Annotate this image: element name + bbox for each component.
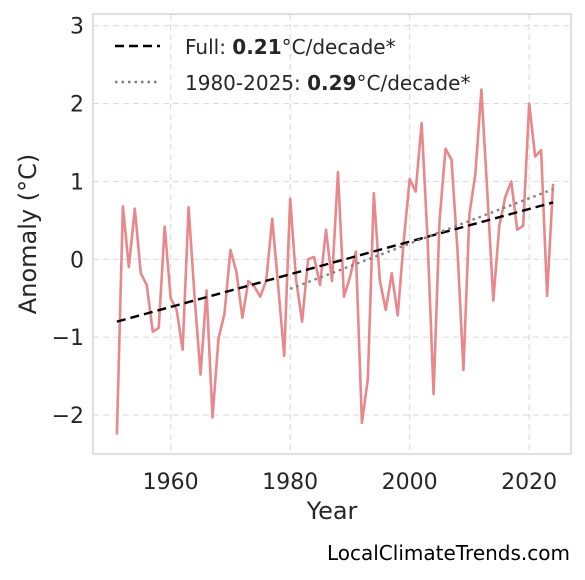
y-tick-label-1: −1 bbox=[52, 326, 84, 351]
credit-text: LocalClimateTrends.com bbox=[327, 541, 570, 565]
y-tick-label-3: 1 bbox=[70, 170, 84, 195]
y-axis-label: Anomaly (°C) bbox=[14, 154, 42, 314]
series-layer bbox=[115, 88, 555, 435]
y-tick-label-4: 2 bbox=[70, 93, 84, 118]
tick-labels: 1960 1980 2000 2020 −2 −1 0 1 2 3 bbox=[52, 15, 558, 495]
legend-recent-label: 1980-2025: bbox=[185, 71, 301, 95]
legend-full-unit: °C/decade* bbox=[282, 35, 396, 59]
legend-entry-full: Full: 0.21°C/decade* bbox=[185, 35, 396, 59]
legend: Full: 0.21°C/decade* 1980-2025: 0.29°C/d… bbox=[115, 35, 470, 95]
legend-recent-unit: °C/decade* bbox=[356, 71, 470, 95]
legend-entry-recent: 1980-2025: 0.29°C/decade* bbox=[185, 71, 470, 95]
x-tick-label-2020: 2020 bbox=[501, 470, 557, 495]
y-tick-label-0: −2 bbox=[52, 404, 84, 429]
plot-frame bbox=[92, 13, 572, 455]
legend-recent-value: 0.29 bbox=[307, 71, 356, 95]
recent-trend-line bbox=[289, 188, 554, 291]
legend-full-value: 0.21 bbox=[232, 35, 281, 59]
anomaly-series-line bbox=[115, 88, 555, 435]
full-trend-line bbox=[116, 201, 554, 323]
y-tick-label-2: 0 bbox=[70, 248, 84, 273]
x-tick-label-2000: 2000 bbox=[382, 470, 438, 495]
y-tick-label-5: 3 bbox=[70, 15, 84, 40]
grid bbox=[93, 14, 571, 454]
x-axis-label: Year bbox=[306, 497, 358, 525]
x-tick-label-1960: 1960 bbox=[143, 470, 199, 495]
legend-full-label: Full: bbox=[185, 35, 226, 59]
x-tick-label-1980: 1980 bbox=[262, 470, 318, 495]
